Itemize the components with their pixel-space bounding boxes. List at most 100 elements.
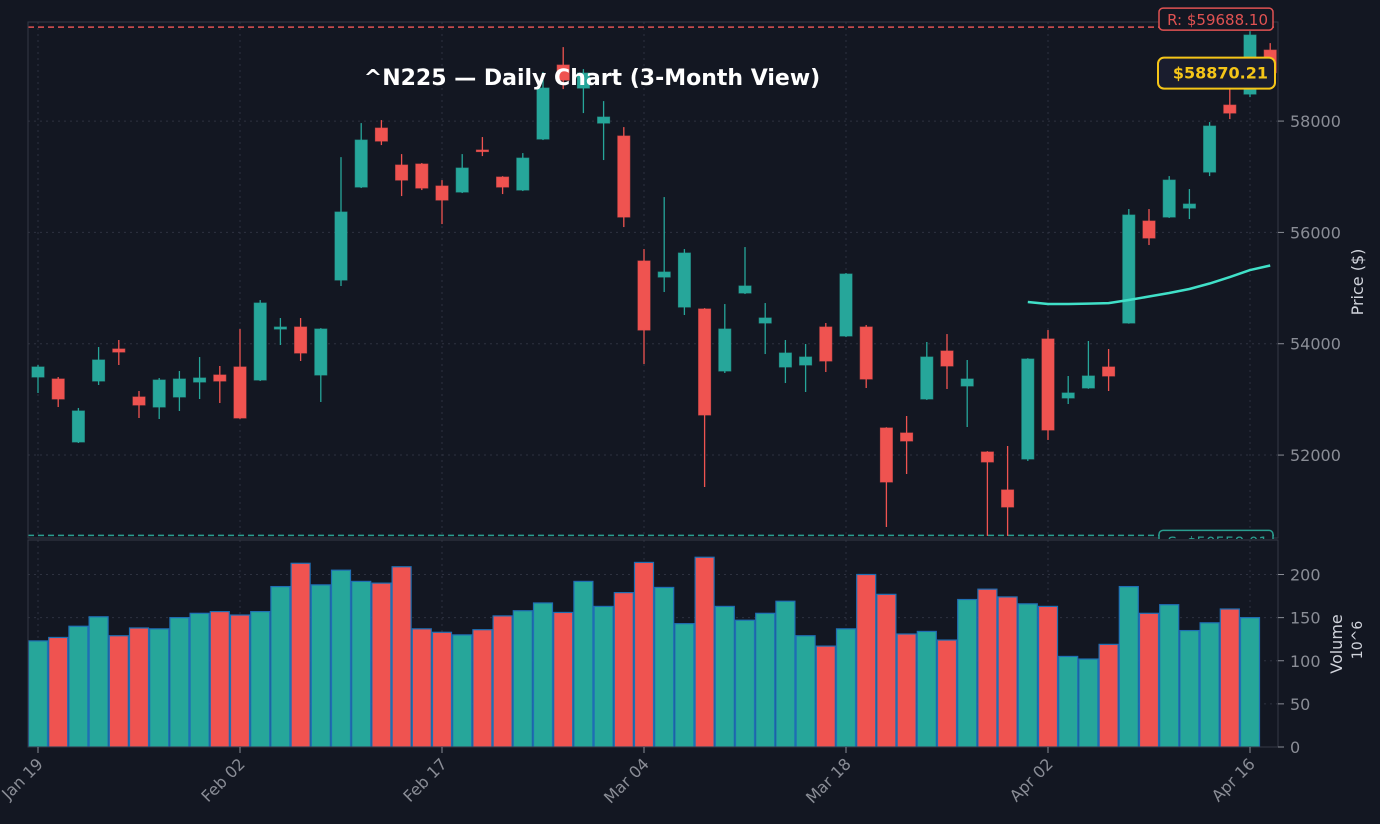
candle-body xyxy=(294,326,308,354)
price-tick-label: 52000 xyxy=(1290,446,1341,465)
candle-body xyxy=(496,176,510,188)
candle-body xyxy=(112,348,126,353)
date-tick-label: Jan 19 xyxy=(0,754,47,804)
candle-body xyxy=(415,163,429,189)
volume-bar xyxy=(1219,608,1240,747)
volume-bar xyxy=(714,605,735,747)
candle-body xyxy=(1001,489,1015,508)
candle-body xyxy=(1162,179,1176,218)
volume-bar xyxy=(734,619,756,747)
candle-body xyxy=(940,350,954,367)
support-label-box xyxy=(1158,529,1274,539)
candle-body xyxy=(597,116,611,124)
volume-bar xyxy=(250,610,271,747)
panel-frames xyxy=(27,21,1279,748)
volume-bar xyxy=(532,602,554,747)
date-tick-label: Mar 18 xyxy=(802,754,855,807)
volume-bar xyxy=(28,640,49,747)
current-price-box xyxy=(1157,56,1276,90)
candle-body xyxy=(475,149,489,153)
volume-bar xyxy=(775,600,796,747)
candle-body xyxy=(172,378,186,398)
volume-bar xyxy=(815,645,836,747)
volume-bar xyxy=(876,593,897,747)
support-resistance-levels xyxy=(28,26,1278,537)
candle-body xyxy=(1122,214,1136,324)
volume-bar xyxy=(795,635,816,747)
volume-bar xyxy=(593,605,614,747)
price-axis-label: Price ($) xyxy=(1348,249,1367,316)
candle-body xyxy=(395,164,409,181)
volume-bar xyxy=(351,580,372,747)
price-labels: R: $59688.10 S: $50558.01 $58870.21 xyxy=(1157,7,1276,551)
candle-body xyxy=(900,432,914,442)
date-tick-label: Mar 04 xyxy=(600,754,653,807)
volume-bar xyxy=(896,633,917,747)
volume-bar xyxy=(835,628,857,747)
volume-bar xyxy=(492,615,513,747)
candle-body xyxy=(698,308,712,416)
volume-bar xyxy=(1179,629,1200,747)
volume-bar xyxy=(1058,655,1079,747)
candle-body xyxy=(839,273,853,337)
volume-bars xyxy=(28,556,1261,747)
moving-average xyxy=(1027,264,1271,306)
price-grid xyxy=(28,22,1278,538)
candle-body xyxy=(1041,338,1055,431)
volume-bar xyxy=(633,561,655,747)
volume-bar xyxy=(512,610,533,747)
candle-body xyxy=(819,326,833,362)
resistance-label-box xyxy=(1158,7,1274,31)
volume-axis-unit: 10^6 xyxy=(1350,621,1366,660)
volume-bar xyxy=(1098,643,1119,747)
volume-bar xyxy=(310,584,331,747)
candle-body xyxy=(1182,203,1196,209)
candle-body xyxy=(354,139,368,188)
candle-body xyxy=(1102,366,1116,377)
support-label: S: $50558.01 xyxy=(1168,533,1268,551)
candle-body xyxy=(920,356,934,400)
candle-body xyxy=(1203,125,1217,173)
candle-body xyxy=(51,378,65,400)
candle-body xyxy=(213,374,227,382)
candle-body xyxy=(31,366,45,378)
price-tick-label: 56000 xyxy=(1290,223,1341,242)
date-tick-label: Feb 17 xyxy=(399,754,450,805)
price-panel-frame xyxy=(27,21,1279,539)
candle-body xyxy=(738,285,752,294)
volume-bar xyxy=(1037,605,1059,747)
volume-bar xyxy=(431,631,453,747)
candle-body xyxy=(71,410,85,443)
volume-bar xyxy=(1017,603,1038,747)
volume-bar xyxy=(553,611,574,747)
candle-body xyxy=(1021,358,1035,460)
volume-bar xyxy=(411,628,432,747)
candle-body xyxy=(193,377,207,383)
date-tick-label: Apr 16 xyxy=(1208,754,1259,805)
candle-body xyxy=(435,185,449,201)
volume-bar xyxy=(1239,617,1261,747)
volume-axis-label: Volume xyxy=(1327,614,1346,674)
date-tick-label: Feb 02 xyxy=(197,754,248,805)
volume-bar xyxy=(916,630,937,747)
volume-bar xyxy=(573,580,594,747)
volume-bar xyxy=(674,623,695,747)
volume-bar xyxy=(1078,658,1099,747)
level-labels: R: $59688.10 S: $50558.01 xyxy=(1158,7,1274,551)
volume-tick-label: 150 xyxy=(1290,609,1321,628)
chart-title: ^N225 — Daily Chart (3-Month View) xyxy=(364,66,820,91)
volume-bar xyxy=(189,612,210,747)
volume-bar xyxy=(1199,622,1220,747)
candle-body xyxy=(233,366,247,419)
candle-body xyxy=(253,302,267,381)
volume-bar xyxy=(694,556,715,747)
volume-bar xyxy=(977,588,998,747)
resistance-label: R: $59688.10 xyxy=(1167,11,1268,29)
candle-body xyxy=(132,396,146,406)
candle-body xyxy=(799,356,813,366)
candle-body xyxy=(1061,392,1075,399)
candle-body xyxy=(758,317,772,324)
volume-bar xyxy=(270,585,291,747)
volume-bar xyxy=(1138,612,1160,747)
